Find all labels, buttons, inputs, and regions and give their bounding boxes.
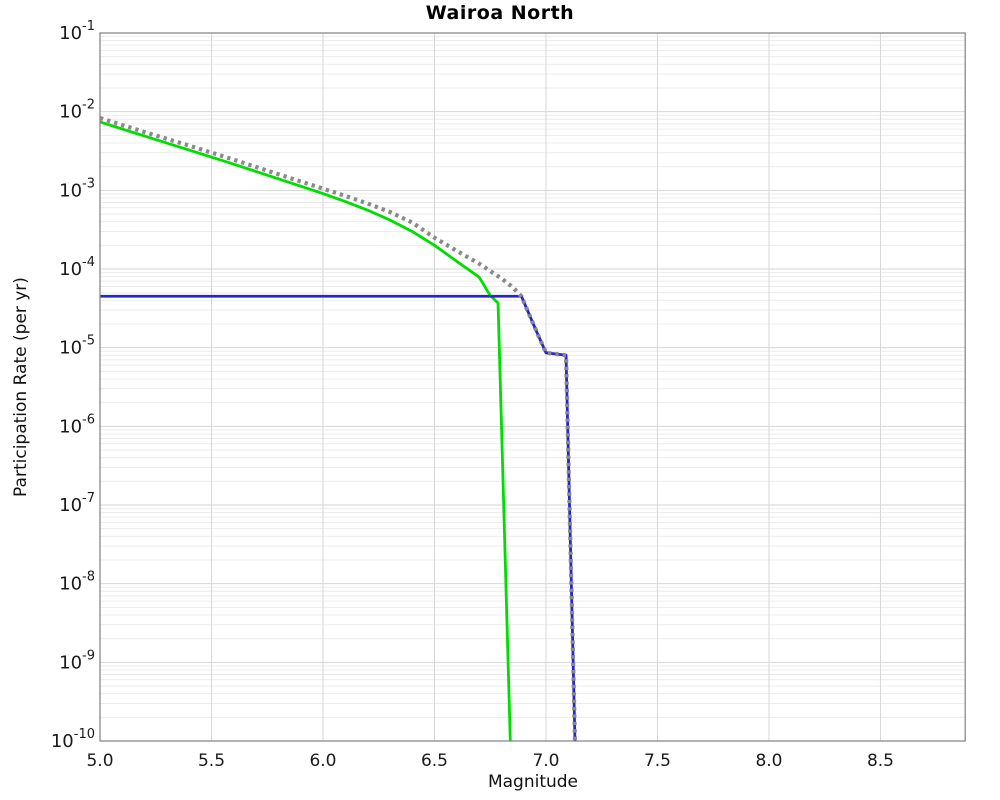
y-tick-labels: 10-1 10-2 10-3 10-4 10-5 10-6 10-7 10-8 10-9 10-1… xyxy=(51,19,95,752)
y-tick-label: 10-3 xyxy=(59,176,95,201)
x-tick-label: 6.0 xyxy=(309,751,336,771)
x-tick-label: 7.5 xyxy=(644,751,671,771)
y-tick-label: 10-5 xyxy=(59,334,95,359)
y-tick-label: 10-9 xyxy=(59,648,95,673)
y-tick-label: 10-7 xyxy=(59,491,95,516)
y-tick-label: 10-6 xyxy=(59,412,95,437)
major-gridlines xyxy=(100,33,966,741)
x-tick-label: 8.5 xyxy=(867,751,894,771)
x-tick-labels: 5.0 5.5 6.0 6.5 7.0 7.5 8.0 8.5 xyxy=(86,751,894,771)
x-axis-title: Magnitude xyxy=(487,772,579,792)
y-tick-label: 10-1 xyxy=(59,19,95,44)
x-tick-label: 7.0 xyxy=(532,751,559,771)
green-solid-curve xyxy=(99,120,512,742)
gray-dotted-curve xyxy=(99,116,578,742)
y-tick-label: 10-4 xyxy=(59,255,95,280)
x-tick-label: 5.5 xyxy=(198,751,225,771)
series-group xyxy=(99,116,578,742)
y-tick-label: 10-8 xyxy=(59,570,95,595)
minor-gridlines xyxy=(100,36,966,718)
chart-title: Wairoa North xyxy=(425,2,575,24)
x-tick-label: 5.0 xyxy=(86,751,113,771)
x-tick-label: 6.5 xyxy=(421,751,448,771)
plot-background xyxy=(100,33,966,741)
y-tick-label: 10-10 xyxy=(51,727,95,752)
y-tick-label: 10-2 xyxy=(59,98,95,123)
x-tick-label: 8.0 xyxy=(755,751,782,771)
plot-frame xyxy=(99,32,966,742)
